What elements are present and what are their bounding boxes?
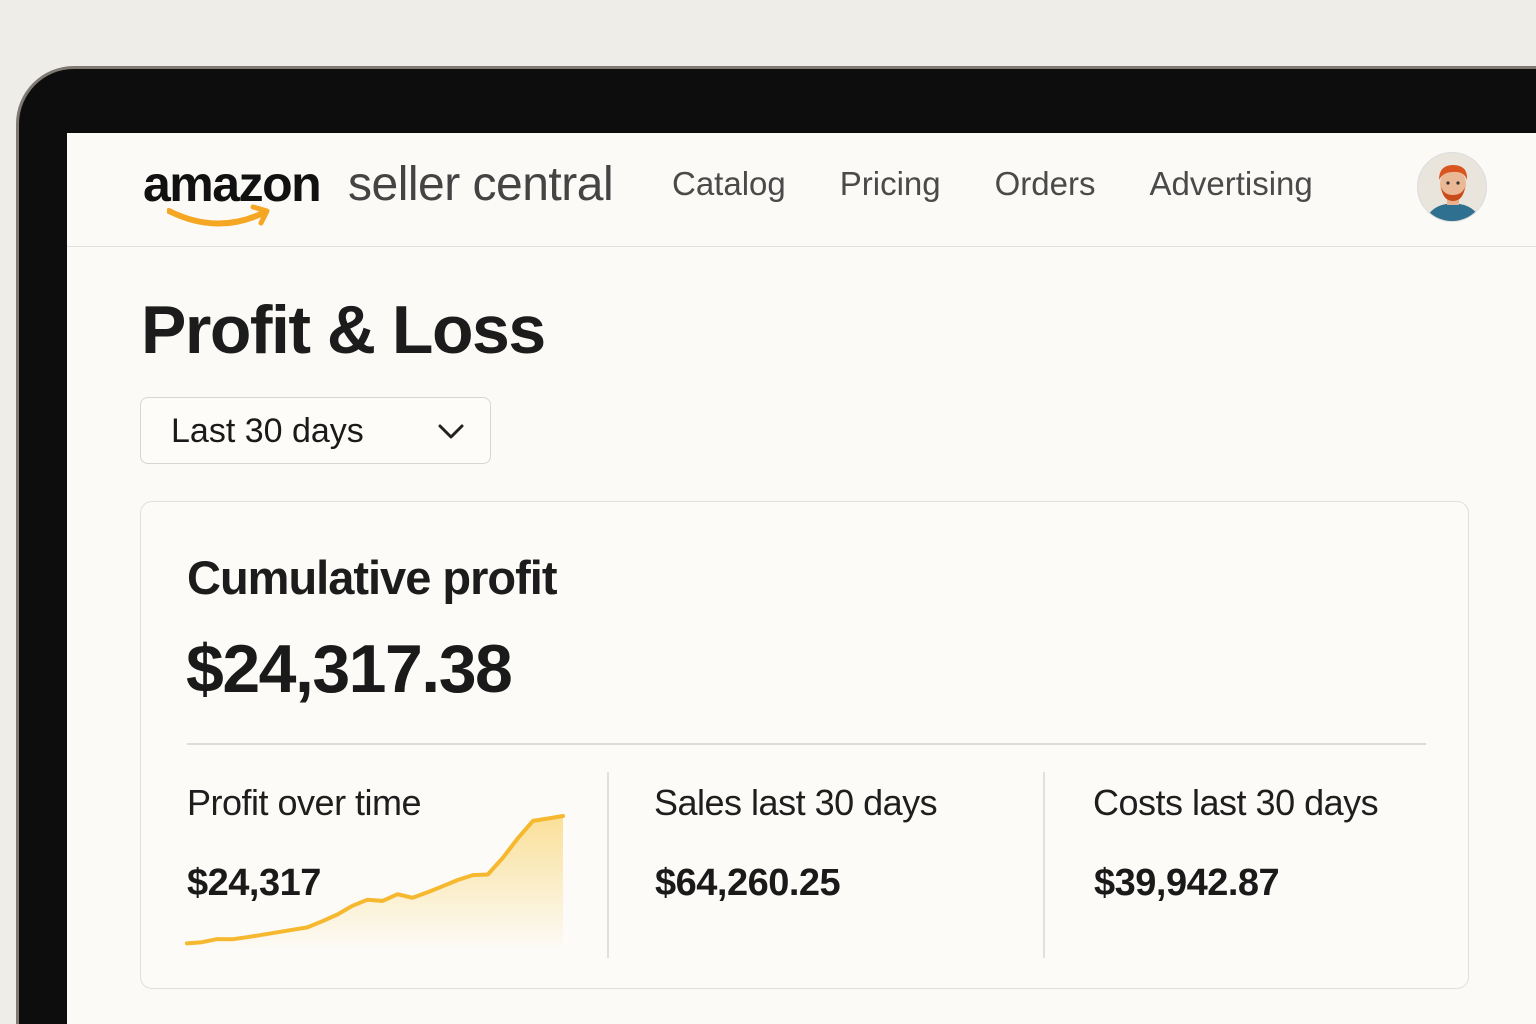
sales-value: $64,260.25 [655, 862, 841, 904]
avatar-person-icon [1426, 165, 1480, 221]
app-screen: amazon seller central Catalog Pricing Or… [67, 133, 1536, 1024]
top-header: amazon seller central Catalog Pricing Or… [67, 133, 1536, 247]
date-range-select[interactable]: Last 30 days [140, 397, 491, 464]
card-title: Cumulative profit [187, 551, 557, 604]
sparkline-area [187, 816, 563, 952]
amazon-smile-icon [167, 204, 270, 227]
profit-sparkline-chart [185, 814, 565, 952]
card-divider [187, 743, 1426, 745]
nav-pricing[interactable]: Pricing [839, 165, 941, 202]
costs-label: Costs last 30 days [1093, 782, 1379, 823]
amazon-seller-central-logo[interactable]: amazon seller central [143, 153, 643, 233]
nav-catalog[interactable]: Catalog [672, 165, 786, 202]
profit-over-time-label: Profit over time [187, 782, 422, 823]
user-avatar[interactable] [1417, 152, 1487, 222]
nav-advertising[interactable]: Advertising [1149, 165, 1313, 202]
cumulative-profit-total: $24,317.38 [186, 631, 513, 707]
chevron-down-icon [438, 424, 464, 439]
date-range-value: Last 30 days [171, 412, 364, 450]
cumulative-profit-card: Cumulative profit $24,317.38 Profit over… [140, 501, 1469, 989]
logo-product: seller central [348, 158, 614, 211]
main-nav: Catalog Pricing Orders Advertising [672, 165, 1313, 203]
nav-orders[interactable]: Orders [994, 165, 1096, 202]
profit-over-time-value: $24,317 [187, 862, 321, 904]
sparkline-series-line [185, 814, 565, 946]
logo-brand: amazon [143, 156, 322, 212]
sales-label: Sales last 30 days [654, 782, 938, 823]
costs-value: $39,942.87 [1094, 862, 1280, 904]
column-separator [607, 772, 609, 958]
column-separator [1043, 772, 1045, 958]
page-title: Profit & Loss [141, 292, 546, 368]
